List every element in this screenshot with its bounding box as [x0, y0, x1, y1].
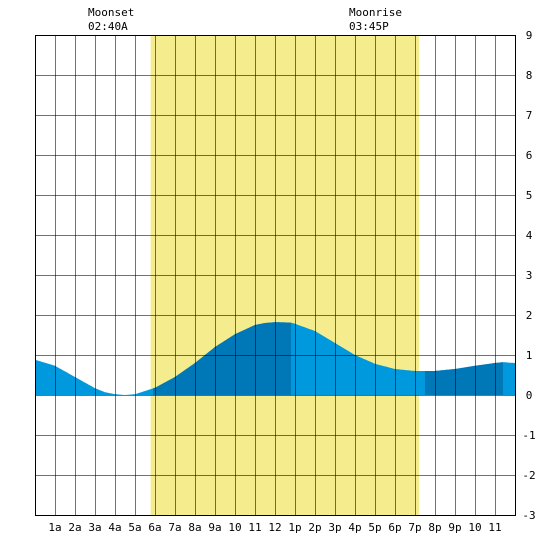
- x-tick-label: 11: [248, 521, 261, 534]
- x-tick-label: 11: [488, 521, 501, 534]
- y-tick-label: -2: [522, 469, 535, 482]
- x-axis-ticks: 1a 2a 3a 4a 5a 6a 7a 8a 9a 10 11 12 1p 2p 3p 4p 5p 6p 7p 8p…: [48, 521, 501, 534]
- y-tick-label: 3: [526, 269, 533, 282]
- y-axis-ticks: 9 8 7 6 5 4 3 2 1 0 -1 -2 -3: [522, 29, 535, 522]
- x-tick-label: 10: [468, 521, 481, 534]
- grid-layer: [35, 35, 516, 516]
- y-tick-label: 4: [526, 229, 533, 242]
- x-tick-label: 1p: [288, 521, 301, 534]
- x-tick-label: 12: [268, 521, 281, 534]
- x-tick-label: 1a: [48, 521, 61, 534]
- x-tick-label: 9a: [208, 521, 221, 534]
- x-tick-label: 6p: [388, 521, 401, 534]
- moonset-time: 02:40A: [88, 20, 128, 33]
- x-tick-label: 10: [228, 521, 241, 534]
- x-tick-label: 3a: [88, 521, 101, 534]
- y-tick-label: 0: [526, 389, 533, 402]
- x-tick-label: 8p: [428, 521, 441, 534]
- y-tick-label: -3: [522, 509, 535, 522]
- x-tick-label: 7a: [168, 521, 181, 534]
- y-tick-label: 8: [526, 69, 533, 82]
- x-tick-label: 9p: [448, 521, 461, 534]
- plot-border: [35, 35, 516, 516]
- y-tick-label: 9: [526, 29, 533, 42]
- x-tick-label: 5p: [368, 521, 381, 534]
- y-tick-label: 2: [526, 309, 533, 322]
- x-tick-label: 3p: [328, 521, 341, 534]
- x-tick-label: 6a: [148, 521, 161, 534]
- tide-area-dark-2: [425, 362, 503, 395]
- x-tick-label: 7p: [408, 521, 421, 534]
- y-tick-label: 5: [526, 189, 533, 202]
- x-tick-label: 8a: [188, 521, 201, 534]
- tide-area-dark-1: [153, 322, 291, 395]
- moonrise-label: Moonrise: [349, 6, 402, 19]
- y-tick-label: 7: [526, 109, 533, 122]
- moonset-label: Moonset: [88, 6, 134, 19]
- y-tick-label: 1: [526, 349, 533, 362]
- x-tick-label: 4p: [348, 521, 361, 534]
- y-tick-label: -1: [522, 429, 535, 442]
- y-tick-label: 6: [526, 149, 533, 162]
- x-tick-label: 2p: [308, 521, 321, 534]
- moonrise-time: 03:45P: [349, 20, 389, 33]
- x-tick-label: 5a: [128, 521, 141, 534]
- x-tick-label: 2a: [68, 521, 81, 534]
- x-tick-label: 4a: [108, 521, 121, 534]
